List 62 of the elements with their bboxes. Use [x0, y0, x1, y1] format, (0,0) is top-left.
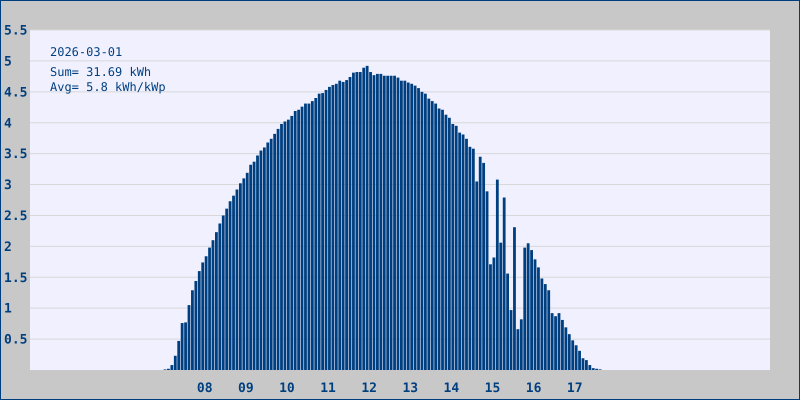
bar	[424, 94, 427, 370]
annotation: Avg= 5.8 kWh/kWp	[50, 80, 166, 94]
bar	[441, 110, 444, 370]
bar	[396, 78, 400, 370]
x-tick-label: 13	[402, 381, 418, 396]
bar	[414, 86, 417, 370]
bar	[297, 110, 300, 370]
bar	[554, 316, 557, 370]
bar	[324, 90, 328, 370]
bar	[355, 72, 358, 370]
y-tick-label: 2	[4, 240, 12, 255]
x-tick-label: 11	[320, 381, 336, 396]
bar	[180, 323, 184, 370]
bar	[472, 148, 475, 370]
bar	[448, 118, 451, 370]
x-tick-label: 10	[279, 381, 295, 396]
bar	[321, 93, 324, 370]
y-tick-label: 5	[4, 54, 12, 70]
bar	[286, 120, 290, 370]
y-tick-label: 3.5	[4, 147, 28, 162]
bar	[366, 66, 369, 370]
bar	[331, 85, 334, 370]
text: 2026-03-01	[50, 45, 122, 59]
annotation: Sum= 31.69 kWh	[50, 65, 152, 79]
x-tick-label: 14	[444, 381, 460, 396]
bar	[465, 138, 468, 370]
bar	[390, 76, 393, 370]
y-tick-label: 1	[4, 302, 12, 317]
bar	[260, 150, 262, 370]
bar	[513, 227, 516, 370]
y-tick-label: 3	[4, 178, 12, 194]
bar	[352, 72, 355, 370]
bar	[393, 76, 396, 370]
bar	[280, 124, 283, 370]
y-tick-label: 0.5	[4, 332, 28, 348]
bar	[400, 80, 403, 370]
y-tick-label: 4	[4, 116, 12, 132]
y-tick-label: 5.5	[4, 24, 28, 39]
bar	[585, 360, 588, 370]
bar	[558, 313, 560, 370]
bar	[376, 74, 379, 370]
bar	[284, 121, 286, 370]
x-tick-label: 12	[361, 381, 377, 396]
x-tick-label: 15	[484, 381, 500, 396]
bar	[462, 134, 464, 370]
bar	[348, 76, 352, 370]
bar	[308, 104, 310, 370]
x-tick-label: 08	[196, 381, 213, 396]
x-tick-label: 09	[238, 381, 254, 396]
y-tick-label: 2.5	[4, 209, 28, 224]
bar	[328, 86, 331, 370]
x-tick-label: 16	[526, 381, 542, 396]
x-tick-label: 17	[566, 381, 583, 396]
bar	[345, 80, 348, 370]
bar	[379, 74, 382, 370]
bar	[420, 92, 424, 370]
bar	[372, 75, 376, 370]
bar	[417, 88, 420, 370]
y-tick-label: 1.5	[4, 270, 28, 286]
y-tick-label: 4.5	[4, 85, 28, 100]
bar	[304, 104, 307, 370]
bar	[300, 106, 304, 370]
